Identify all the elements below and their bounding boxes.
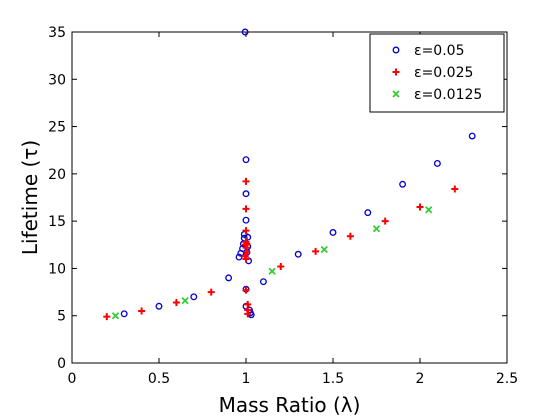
y-tick-label: 35 <box>48 25 66 41</box>
legend-box <box>369 33 505 113</box>
data-point <box>320 245 328 254</box>
x-axis-label: Mass Ratio (λ) <box>219 393 361 417</box>
data-points <box>103 28 476 321</box>
x-tick-label: 1.5 <box>322 371 344 387</box>
data-point <box>225 274 233 282</box>
y-tick-label: 5 <box>57 309 66 325</box>
data-point <box>242 286 250 294</box>
data-point <box>364 209 372 217</box>
data-point <box>244 310 252 318</box>
data-point <box>277 263 285 271</box>
data-point <box>190 293 198 301</box>
legend-label: ε=0.05 <box>414 43 464 59</box>
y-axis-label: Lifetime (τ) <box>18 140 42 255</box>
y-tick-label: 0 <box>57 356 66 372</box>
data-point <box>242 216 250 224</box>
legend-entry: ε=0.05 <box>392 43 464 59</box>
y-tick-label: 15 <box>48 214 66 230</box>
data-point <box>268 267 276 275</box>
data-point <box>372 225 381 233</box>
data-point <box>241 28 249 36</box>
legend-marker <box>392 46 400 54</box>
data-point <box>242 156 250 164</box>
legend: ε=0.05 ε=0.025 ε=0.0125 <box>369 33 505 113</box>
data-point <box>329 229 337 236</box>
legend-label: ε=0.0125 <box>414 87 482 103</box>
y-tick-label: 20 <box>48 167 66 183</box>
legend-marker <box>392 90 400 98</box>
data-point <box>103 313 111 321</box>
data-point <box>172 298 180 306</box>
data-point <box>244 233 252 241</box>
data-point <box>433 160 441 167</box>
data-point <box>381 217 389 225</box>
series-2 <box>103 177 459 321</box>
series-3 <box>111 206 433 320</box>
data-point <box>138 307 146 315</box>
data-point <box>312 247 320 255</box>
x-tick-label: 2 <box>416 371 425 387</box>
legend-marker <box>392 68 400 76</box>
y-tick-label: 10 <box>48 261 66 277</box>
data-point <box>242 227 250 235</box>
data-point <box>243 240 251 248</box>
data-point <box>242 205 250 213</box>
data-point <box>346 232 354 240</box>
axis-ticks: 0 0.5 1 1.5 2 2.5 0 5 10 15 20 25 30 35 <box>48 25 518 387</box>
x-tick-label: 0.5 <box>148 371 170 387</box>
x-tick-label: 1 <box>242 371 251 387</box>
data-point <box>399 180 407 188</box>
data-point <box>242 177 250 185</box>
y-tick-label: 30 <box>48 72 66 88</box>
data-point <box>207 288 215 296</box>
data-point <box>242 190 250 198</box>
data-point <box>242 255 250 263</box>
data-point <box>425 206 433 214</box>
data-point <box>416 203 424 211</box>
data-point <box>181 296 189 305</box>
y-tick-label: 25 <box>48 120 66 136</box>
legend-entry: ε=0.025 <box>392 65 473 81</box>
data-point <box>294 250 302 258</box>
data-point <box>111 312 120 320</box>
data-point <box>155 302 163 310</box>
data-point <box>468 132 476 140</box>
legend-label: ε=0.025 <box>414 65 473 81</box>
data-point <box>243 248 251 256</box>
data-point <box>259 278 267 286</box>
x-tick-label: 2.5 <box>496 371 518 387</box>
data-point <box>451 185 459 193</box>
x-tick-label: 0 <box>68 371 77 387</box>
data-point <box>120 310 128 318</box>
legend-entry: ε=0.0125 <box>392 87 482 103</box>
